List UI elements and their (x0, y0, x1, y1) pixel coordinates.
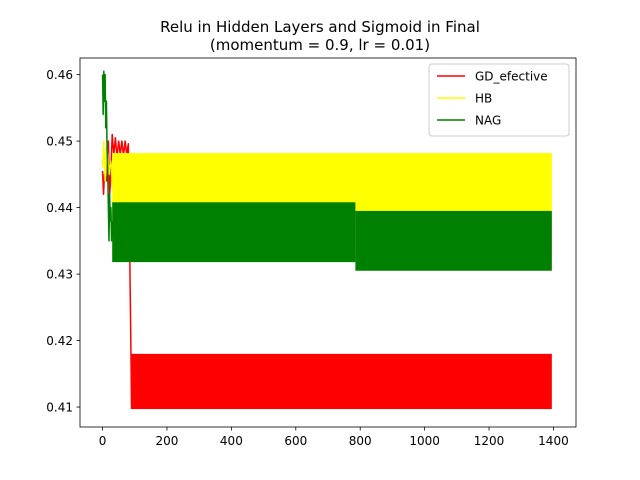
x-tick-label: 200 (156, 434, 179, 448)
y-tick-label: 0.43 (46, 267, 73, 281)
x-tick-label: 400 (220, 434, 243, 448)
legend-label-nag: NAG (475, 114, 501, 128)
data-layer (101, 70, 552, 410)
series-band-nag-1 (355, 210, 552, 271)
legend-label-hb: HB (475, 92, 492, 106)
series-nag (101, 70, 552, 271)
plot-area (101, 70, 552, 410)
x-tick-label: 0 (99, 434, 107, 448)
x-tick-label: 1400 (538, 434, 569, 448)
x-tick-label: 1200 (474, 434, 505, 448)
legend-box (428, 63, 570, 137)
x-tick-label: 1000 (409, 434, 440, 448)
axes: 0 200 400 600 800 1000 1200 1400 0.41 0.42 0.43 0.4… (46, 57, 577, 448)
x-tick-label: 800 (349, 434, 372, 448)
series-band-gd-efective-0 (131, 353, 552, 410)
y-tick-label: 0.42 (46, 334, 73, 348)
legend-label-gd-efective: GD_efective (475, 70, 548, 84)
series-band-nag-0 (112, 202, 356, 263)
y-tick-label: 0.41 (46, 400, 73, 414)
chart-title-line-2: (momentum = 0.9, lr = 0.01) (210, 36, 430, 54)
x-tick-label: 600 (284, 434, 307, 448)
y-tick-label: 0.44 (46, 201, 73, 215)
y-tick-label: 0.46 (46, 68, 73, 82)
axes-frame (79, 57, 577, 428)
chart-title-line-1: Relu in Hidden Layers and Sigmoid in Fin… (160, 18, 480, 36)
y-tick-label: 0.45 (46, 134, 73, 148)
series-line-nag (101, 70, 113, 242)
series-gd-efective (101, 133, 552, 410)
legend: GD_efective HB NAG (428, 63, 570, 137)
